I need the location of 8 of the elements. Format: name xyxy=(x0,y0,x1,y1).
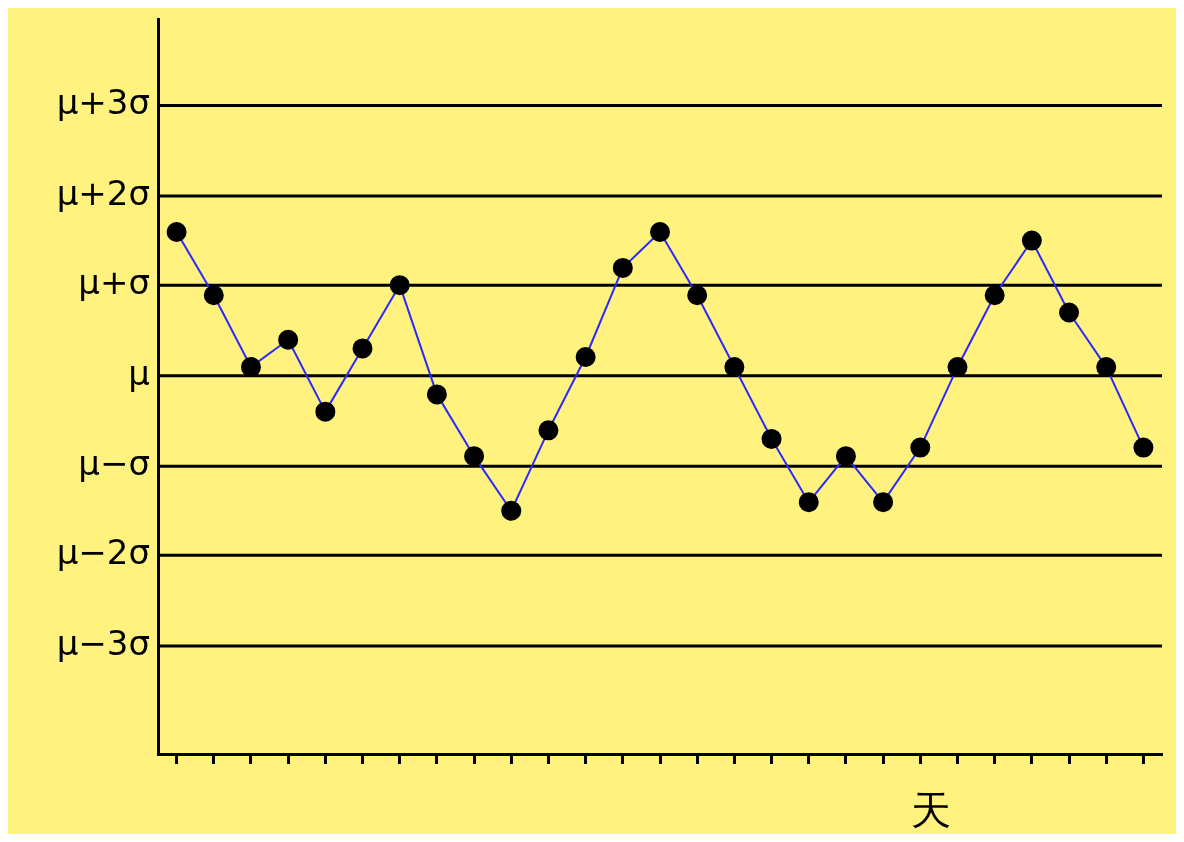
ref-line-label: μ−2σ xyxy=(56,532,150,573)
ref-line-label: μ−σ xyxy=(78,443,150,484)
ref-line-label: μ+2σ xyxy=(56,172,150,213)
text: 天 xyxy=(911,787,952,834)
ref-line-label: μ−3σ xyxy=(56,622,150,663)
ref-line-label: μ+σ xyxy=(78,261,150,302)
ref-line-label: μ xyxy=(128,352,150,393)
ref-line-label: μ+3σ xyxy=(56,82,150,123)
